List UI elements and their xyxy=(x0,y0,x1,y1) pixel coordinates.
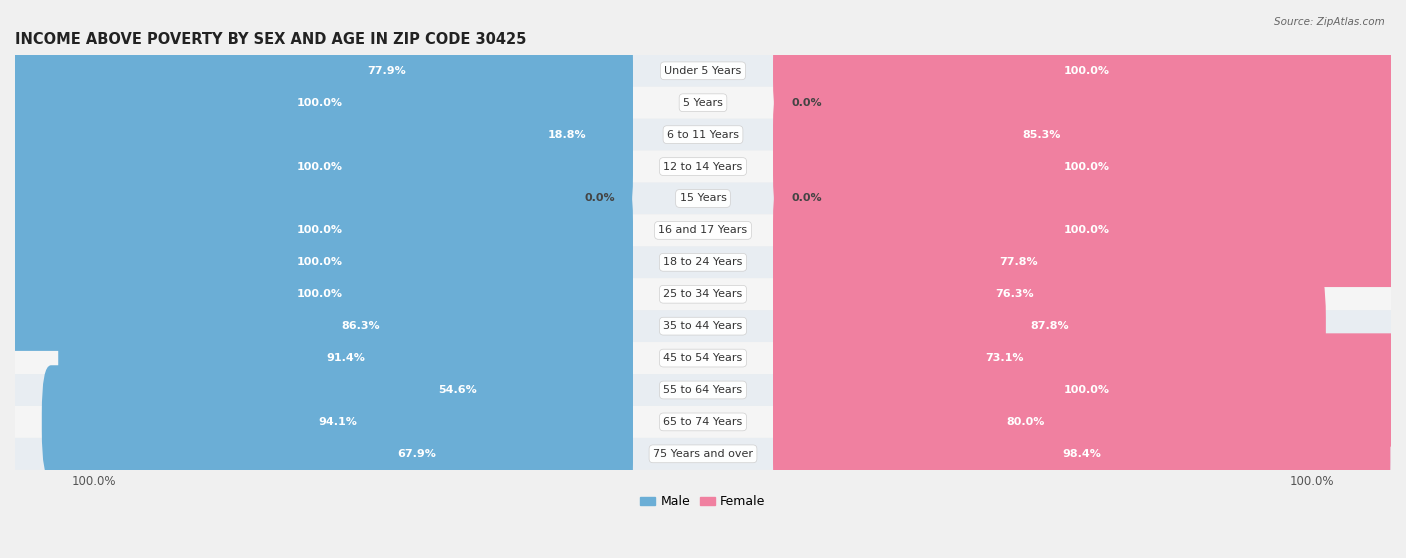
Text: 86.3%: 86.3% xyxy=(342,321,381,331)
Text: 77.9%: 77.9% xyxy=(367,66,406,76)
FancyBboxPatch shape xyxy=(773,301,1236,415)
Text: 73.1%: 73.1% xyxy=(986,353,1024,363)
FancyBboxPatch shape xyxy=(15,247,1391,278)
Legend: Male, Female: Male, Female xyxy=(636,490,770,513)
FancyBboxPatch shape xyxy=(6,238,633,351)
Text: 100.0%: 100.0% xyxy=(1063,385,1109,395)
FancyBboxPatch shape xyxy=(773,270,1326,383)
FancyBboxPatch shape xyxy=(15,278,1391,310)
Text: 25 to 34 Years: 25 to 34 Years xyxy=(664,289,742,299)
Text: 100.0%: 100.0% xyxy=(297,225,343,235)
FancyBboxPatch shape xyxy=(773,78,1310,191)
FancyBboxPatch shape xyxy=(6,110,633,223)
FancyBboxPatch shape xyxy=(773,365,1278,479)
FancyBboxPatch shape xyxy=(283,333,633,446)
Text: 100.0%: 100.0% xyxy=(1063,66,1109,76)
Text: 45 to 54 Years: 45 to 54 Years xyxy=(664,353,742,363)
Text: 94.1%: 94.1% xyxy=(318,417,357,427)
Text: 18 to 24 Years: 18 to 24 Years xyxy=(664,257,742,267)
FancyBboxPatch shape xyxy=(6,46,633,160)
FancyBboxPatch shape xyxy=(6,206,633,319)
Text: 65 to 74 Years: 65 to 74 Years xyxy=(664,417,742,427)
Text: 6 to 11 Years: 6 to 11 Years xyxy=(666,129,740,140)
Text: 55 to 64 Years: 55 to 64 Years xyxy=(664,385,742,395)
FancyBboxPatch shape xyxy=(773,206,1265,319)
Text: 15 Years: 15 Years xyxy=(679,194,727,204)
Text: 98.4%: 98.4% xyxy=(1063,449,1101,459)
Text: 85.3%: 85.3% xyxy=(1022,129,1062,140)
Text: 80.0%: 80.0% xyxy=(1007,417,1045,427)
Text: 100.0%: 100.0% xyxy=(1063,225,1109,235)
FancyBboxPatch shape xyxy=(15,438,1391,470)
FancyBboxPatch shape xyxy=(773,14,1400,127)
Text: 0.0%: 0.0% xyxy=(792,194,823,204)
FancyBboxPatch shape xyxy=(501,78,633,191)
FancyBboxPatch shape xyxy=(89,270,633,383)
Text: 100.0%: 100.0% xyxy=(297,257,343,267)
FancyBboxPatch shape xyxy=(773,397,1391,511)
FancyBboxPatch shape xyxy=(773,174,1400,287)
FancyBboxPatch shape xyxy=(15,342,1391,374)
FancyBboxPatch shape xyxy=(15,87,1391,119)
FancyBboxPatch shape xyxy=(15,406,1391,438)
FancyBboxPatch shape xyxy=(141,14,633,127)
Text: 0.0%: 0.0% xyxy=(792,98,823,108)
FancyBboxPatch shape xyxy=(773,110,1400,223)
FancyBboxPatch shape xyxy=(15,119,1391,151)
Text: 76.3%: 76.3% xyxy=(995,289,1033,299)
Text: 91.4%: 91.4% xyxy=(326,353,366,363)
FancyBboxPatch shape xyxy=(15,214,1391,247)
FancyBboxPatch shape xyxy=(773,333,1400,446)
FancyBboxPatch shape xyxy=(6,174,633,287)
Text: 18.8%: 18.8% xyxy=(547,129,586,140)
FancyBboxPatch shape xyxy=(58,301,633,415)
Text: 77.8%: 77.8% xyxy=(1000,257,1038,267)
FancyBboxPatch shape xyxy=(15,374,1391,406)
Text: 35 to 44 Years: 35 to 44 Years xyxy=(664,321,742,331)
Text: 16 and 17 Years: 16 and 17 Years xyxy=(658,225,748,235)
Text: 54.6%: 54.6% xyxy=(439,385,477,395)
Text: 5 Years: 5 Years xyxy=(683,98,723,108)
Text: Source: ZipAtlas.com: Source: ZipAtlas.com xyxy=(1274,17,1385,27)
FancyBboxPatch shape xyxy=(773,238,1256,351)
Text: 75 Years and over: 75 Years and over xyxy=(652,449,754,459)
FancyBboxPatch shape xyxy=(15,151,1391,182)
Text: 100.0%: 100.0% xyxy=(297,98,343,108)
Text: 0.0%: 0.0% xyxy=(583,194,614,204)
Text: 12 to 14 Years: 12 to 14 Years xyxy=(664,162,742,171)
FancyBboxPatch shape xyxy=(42,365,633,479)
Text: 100.0%: 100.0% xyxy=(297,289,343,299)
Text: Under 5 Years: Under 5 Years xyxy=(665,66,741,76)
FancyBboxPatch shape xyxy=(15,182,1391,214)
Text: 87.8%: 87.8% xyxy=(1031,321,1069,331)
Text: 100.0%: 100.0% xyxy=(297,162,343,171)
FancyBboxPatch shape xyxy=(15,310,1391,342)
FancyBboxPatch shape xyxy=(201,397,633,511)
Text: INCOME ABOVE POVERTY BY SEX AND AGE IN ZIP CODE 30425: INCOME ABOVE POVERTY BY SEX AND AGE IN Z… xyxy=(15,32,526,47)
Text: 100.0%: 100.0% xyxy=(1063,162,1109,171)
Text: 67.9%: 67.9% xyxy=(398,449,437,459)
FancyBboxPatch shape xyxy=(15,55,1391,87)
